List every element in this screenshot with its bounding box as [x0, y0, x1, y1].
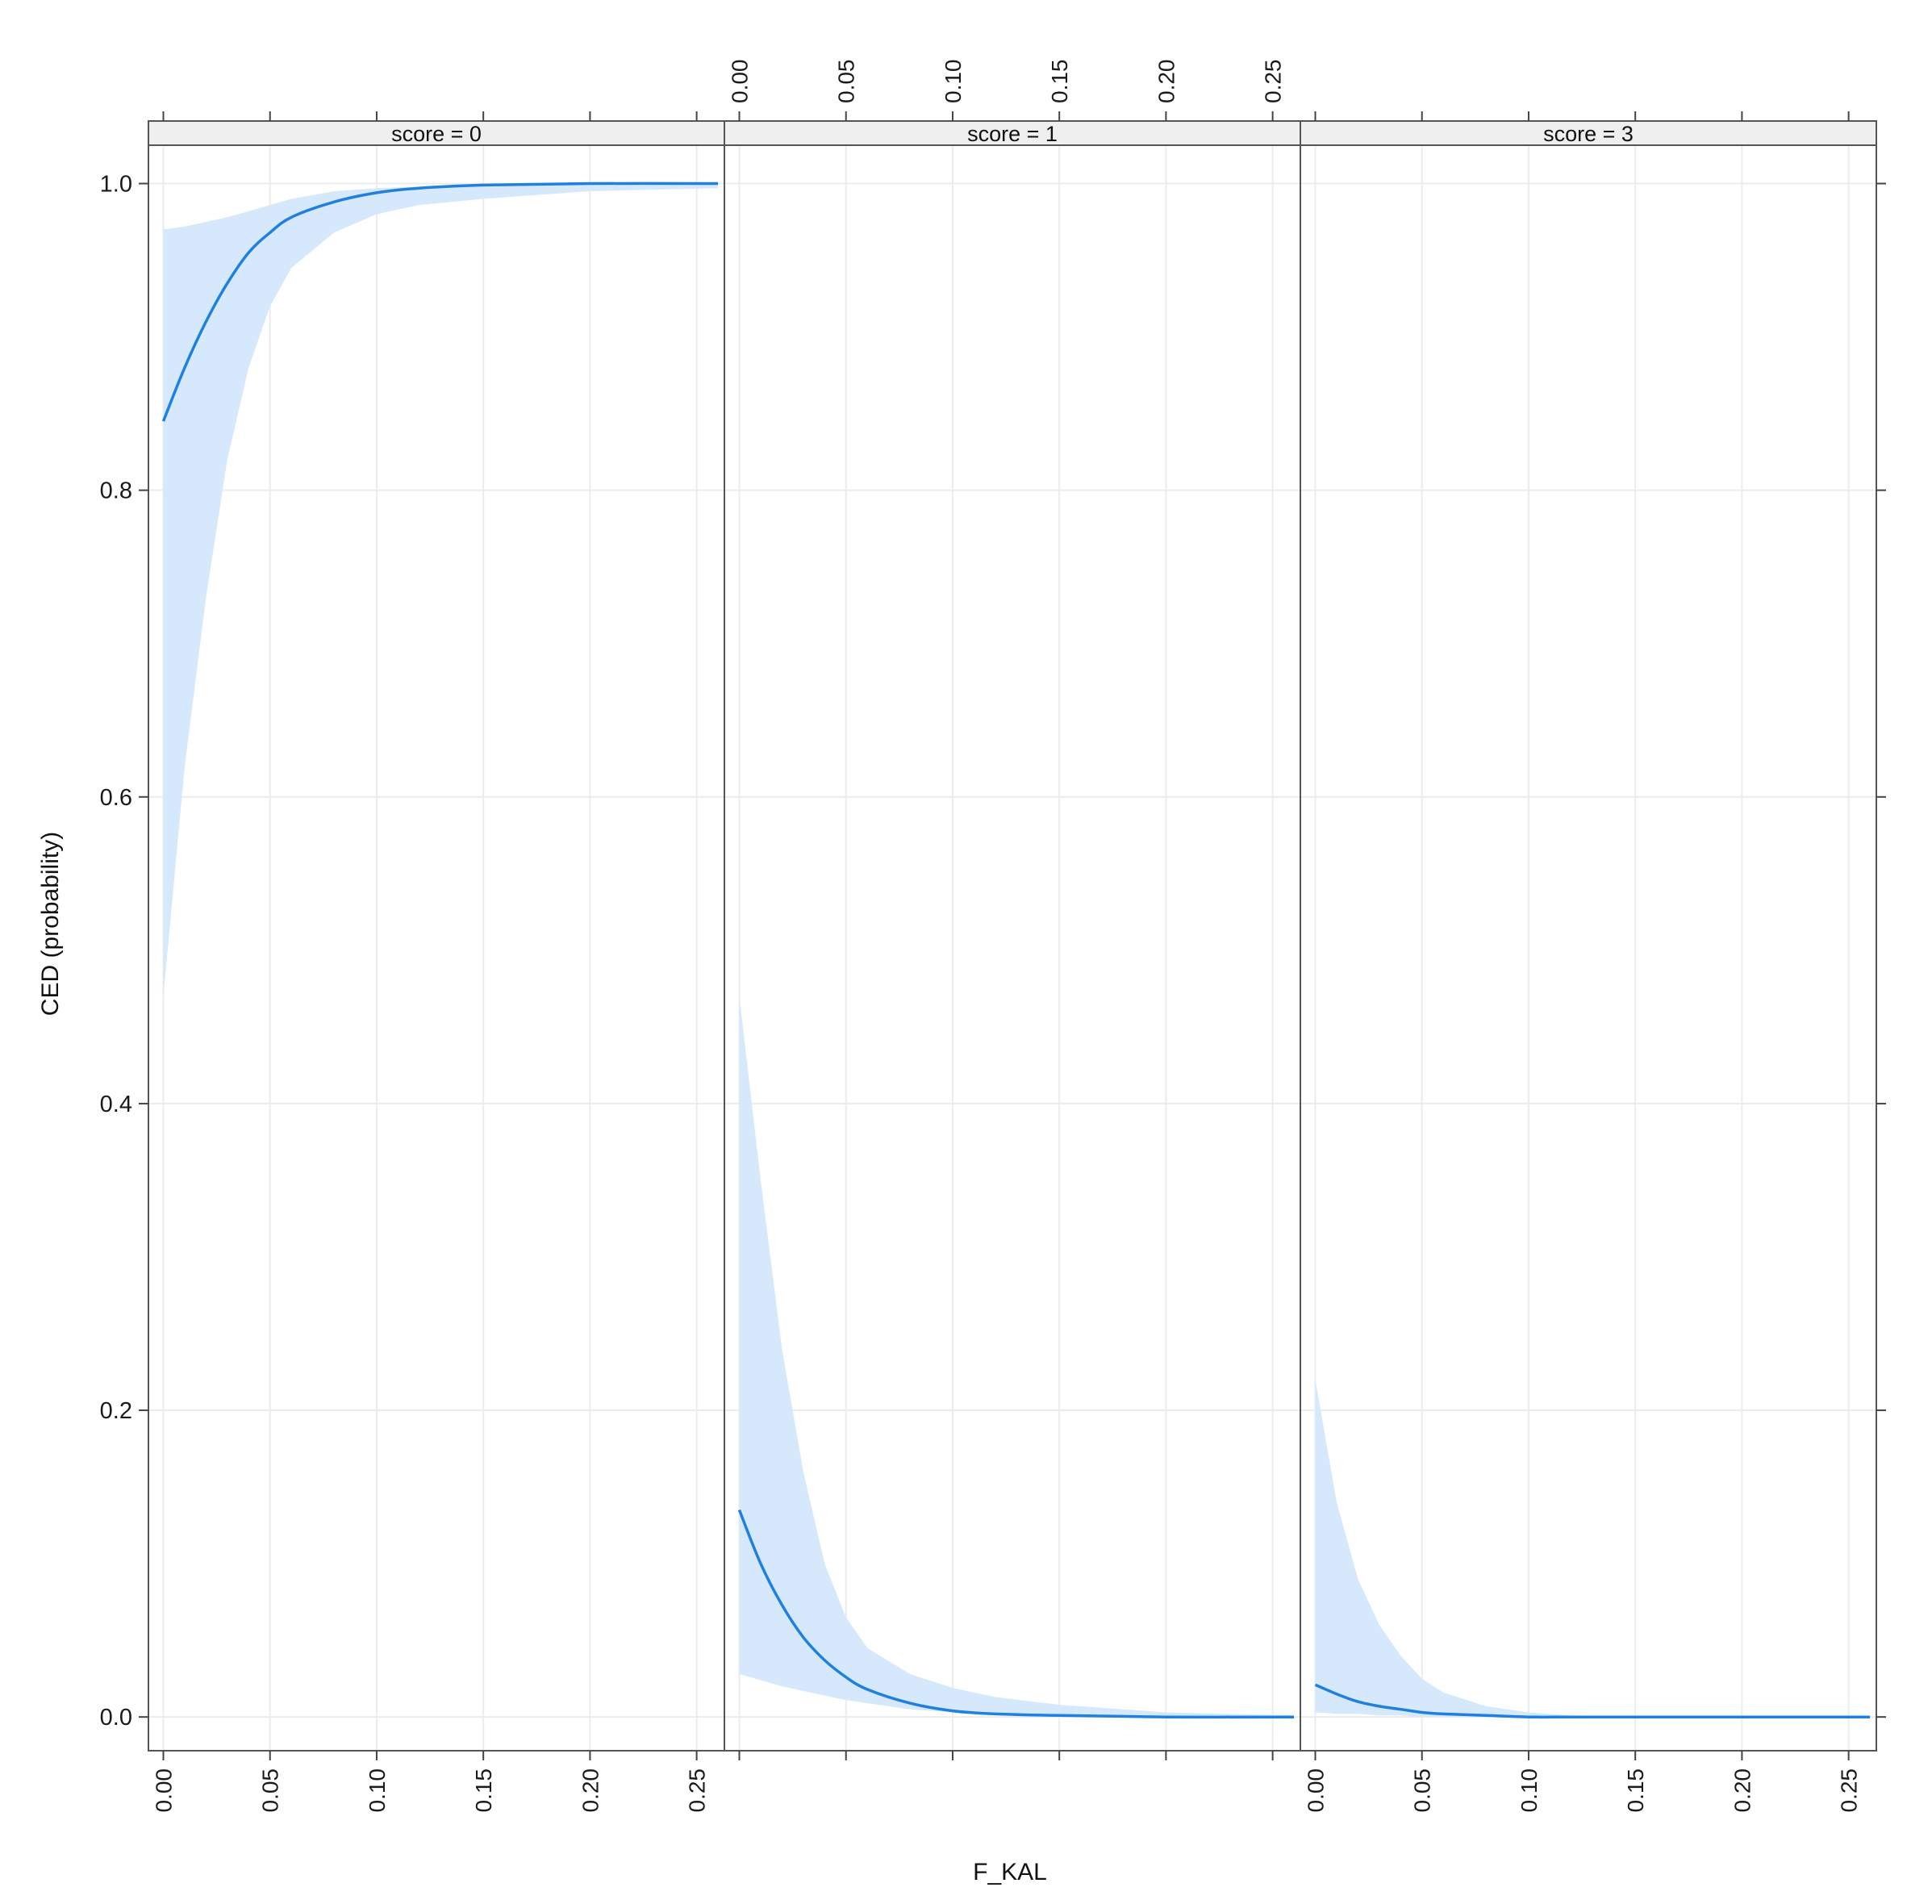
y-tick-label: 0.4 [100, 1092, 132, 1117]
x-tick-label: 0.15 [471, 1768, 496, 1813]
x-tick-label: 0.05 [1410, 1768, 1435, 1813]
x-tick-label: 0.25 [1837, 1768, 1862, 1813]
axes-layer: 0.00 0.05 0.10 0.15 0.20 0.25 0.00 0.05 0.10 0.15… [100, 60, 1886, 1813]
confidence-band [1315, 1380, 1871, 1718]
x-tick-label: 0.15 [1047, 60, 1072, 104]
y-axis-label: CED (probability) [37, 832, 64, 1016]
fit-line [1314, 1683, 1871, 1719]
confidence-band [739, 996, 1295, 1718]
panels-layer: score = 0 score = 1 score = 3 [148, 120, 1877, 1752]
x-tick-label: 0.15 [1623, 1768, 1648, 1813]
strip-label: score = 0 [391, 122, 482, 146]
strip-label: score = 3 [1543, 122, 1634, 146]
y-tick-label: 0.0 [100, 1705, 132, 1731]
strip-header [1300, 120, 1877, 146]
x-tick-label: 0.20 [1730, 1768, 1755, 1813]
x-tick-label: 0.20 [1154, 60, 1179, 104]
panel-score-0: score = 0 [148, 120, 725, 1752]
fit-line [161, 182, 719, 422]
x-tick-label: 0.00 [728, 60, 753, 104]
x-tick-label: 0.05 [834, 60, 859, 104]
x-tick-label: 0.25 [1261, 60, 1286, 104]
x-tick-label: 0.10 [365, 1768, 390, 1813]
x-tick-label: 0.10 [941, 60, 966, 104]
x-tick-label: 0.20 [578, 1768, 603, 1813]
x-tick-label: 0.10 [1517, 1768, 1542, 1813]
x-tick-label: 0.05 [258, 1768, 283, 1813]
panel-score-3: score = 3 [1300, 120, 1877, 1752]
strip-header [724, 120, 1301, 146]
x-tick-label: 0.00 [152, 1768, 177, 1813]
y-tick-label: 1.0 [100, 172, 132, 198]
confidence-band [163, 183, 719, 996]
strip-label: score = 1 [967, 122, 1058, 146]
x-tick-label: 0.25 [685, 1768, 710, 1813]
panel-score-1: score = 1 [724, 120, 1301, 1752]
x-tick-label: 0.00 [1304, 1768, 1329, 1813]
y-tick-label: 0.8 [100, 478, 132, 504]
fit-line [737, 1509, 1295, 1719]
y-tick-label: 0.6 [100, 785, 132, 811]
x-axis-label: F_KAL [973, 1859, 1047, 1885]
y-tick-label: 0.2 [100, 1398, 132, 1424]
panel-border [1300, 144, 1877, 1752]
